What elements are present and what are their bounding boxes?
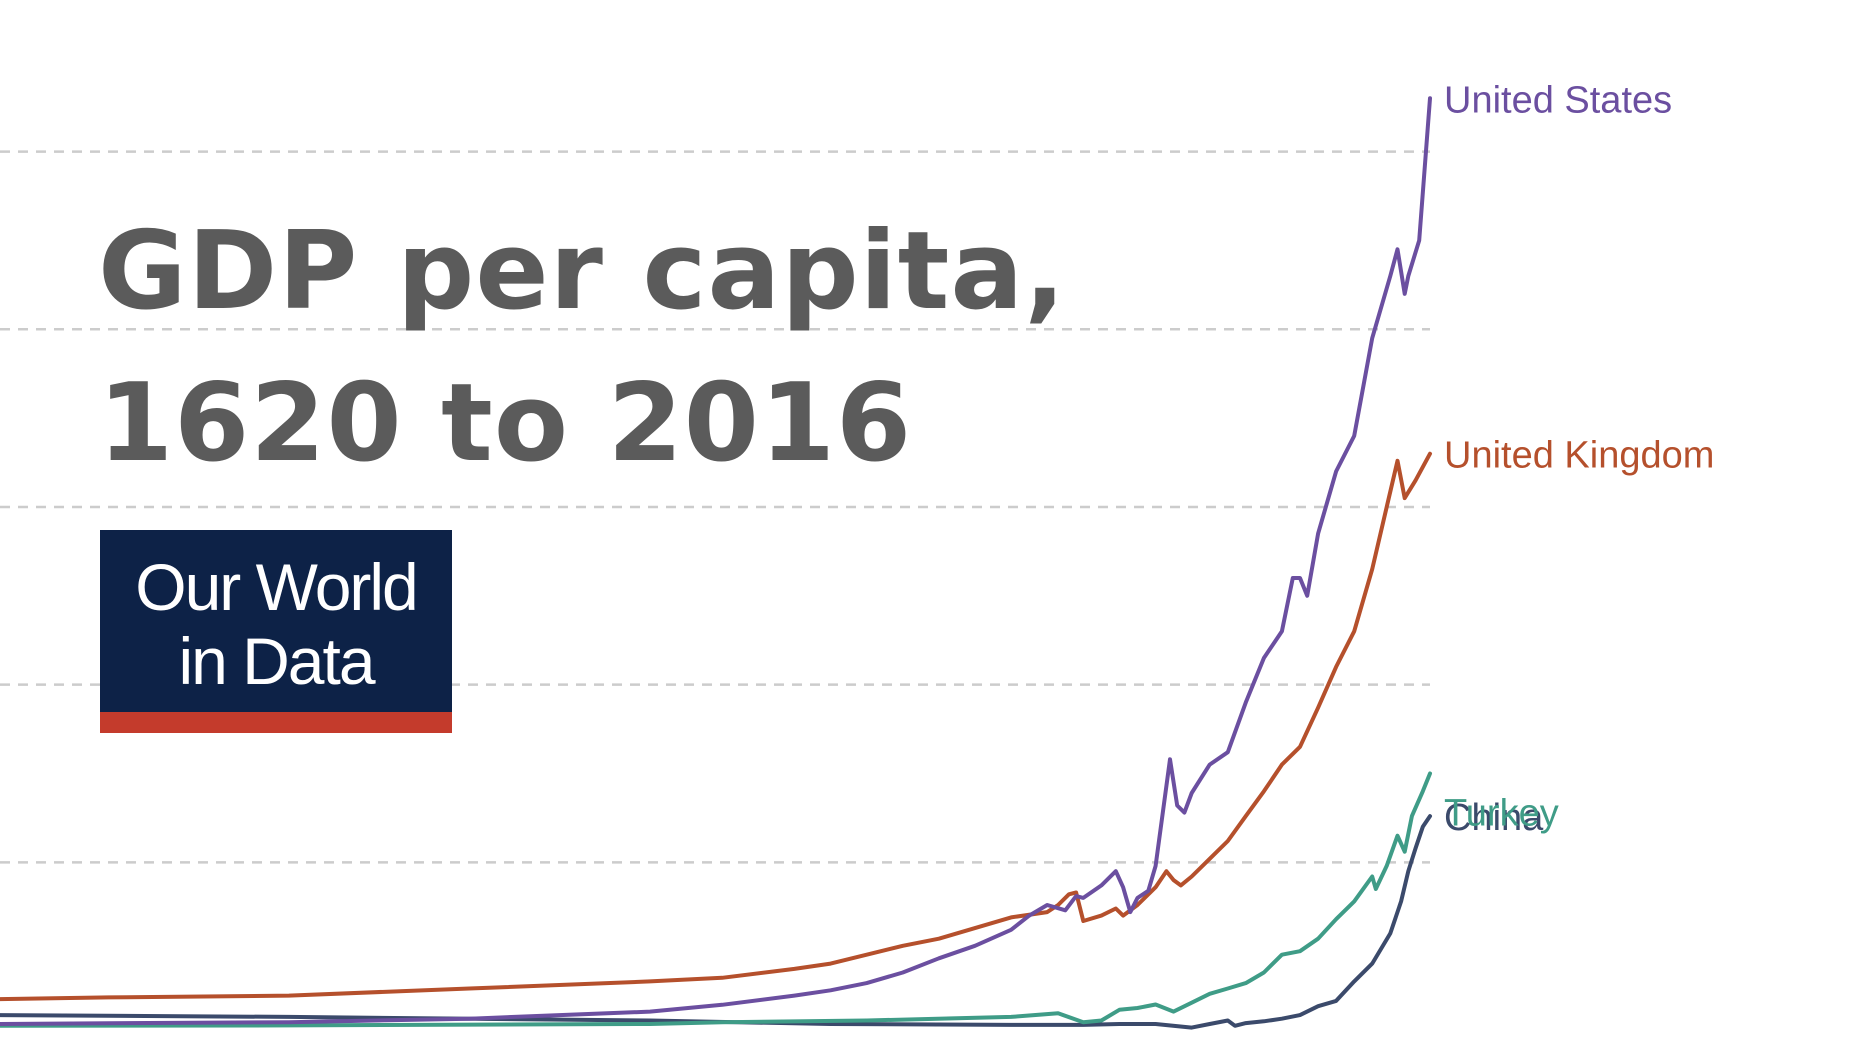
series-line-united-states xyxy=(0,96,1432,1026)
series-label-united-states: United States xyxy=(1444,79,1672,121)
logo-accent-bar xyxy=(100,712,452,733)
series-label-united-kingdom: United Kingdom xyxy=(1444,435,1714,477)
our-world-in-data-logo: Our World in Data xyxy=(100,530,452,733)
series-line-china xyxy=(0,814,1432,1030)
logo-line-2: in Data xyxy=(178,624,375,698)
logo-text: Our World in Data xyxy=(100,550,452,698)
chart-title: GDP per capita, 1620 to 2016 xyxy=(98,209,1067,486)
series-line-turkey xyxy=(0,771,1432,1028)
series-lines xyxy=(0,96,1432,1030)
series-label-turkey: Turkey xyxy=(1444,792,1559,834)
series-label-china: China xyxy=(1444,797,1544,839)
logo-line-1: Our World xyxy=(135,550,419,624)
